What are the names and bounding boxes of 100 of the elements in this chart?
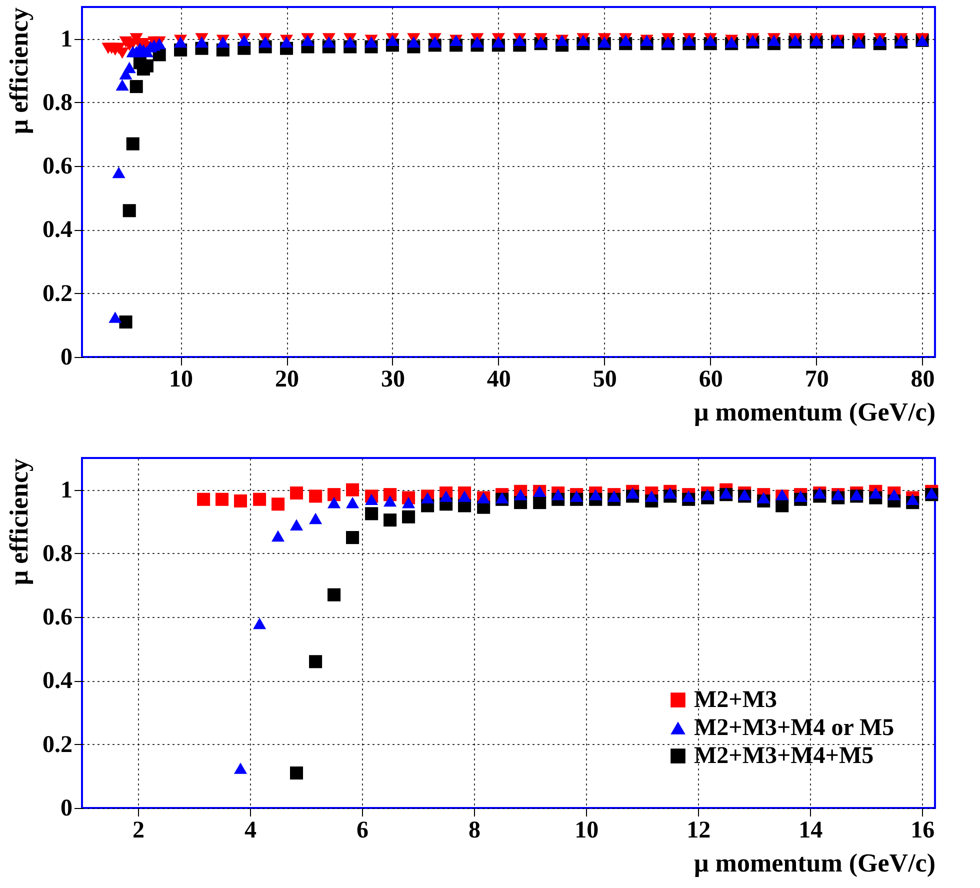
x-tick-label: 10 xyxy=(169,366,194,392)
point xyxy=(608,490,621,502)
point xyxy=(253,618,266,630)
point xyxy=(328,496,341,508)
point xyxy=(421,492,434,504)
point xyxy=(776,488,789,500)
point xyxy=(682,490,696,502)
y-tick-label: 1 xyxy=(60,477,72,504)
point xyxy=(346,496,360,508)
point xyxy=(384,495,397,507)
point xyxy=(645,490,658,502)
x-tick-label: 10 xyxy=(574,818,599,844)
x-tick-label: 2 xyxy=(132,818,145,844)
point xyxy=(661,36,674,48)
point xyxy=(570,490,584,502)
y-axis-title: μ efficiency xyxy=(4,458,34,586)
point xyxy=(290,519,304,530)
point xyxy=(720,487,733,499)
legend-label: M2+M3 xyxy=(694,687,777,713)
point xyxy=(776,499,789,512)
point xyxy=(290,486,304,500)
point xyxy=(272,530,285,542)
point xyxy=(344,36,357,48)
y-tick-label: 0.4 xyxy=(42,217,72,244)
x-tick-label: 6 xyxy=(356,818,369,844)
x-tick-label: 20 xyxy=(275,366,300,392)
point xyxy=(906,494,920,506)
point xyxy=(365,507,378,520)
point xyxy=(428,36,442,48)
point xyxy=(402,496,416,508)
point xyxy=(850,488,864,500)
y-tick-label: 0 xyxy=(60,796,72,822)
point xyxy=(309,655,322,668)
point xyxy=(108,312,122,323)
point xyxy=(794,490,808,502)
y-tick-label: 0.8 xyxy=(42,540,72,567)
y-axis-title: μ efficiency xyxy=(4,8,34,134)
point xyxy=(195,36,208,48)
point xyxy=(514,488,528,500)
y-tick-label: 1 xyxy=(60,26,72,52)
x-tick-label: 70 xyxy=(804,366,829,392)
y-tick-label: 0.2 xyxy=(42,732,72,758)
point xyxy=(119,315,132,329)
y-tick-label: 0.6 xyxy=(42,604,72,631)
point xyxy=(322,36,336,48)
x-tick-label: 60 xyxy=(698,366,723,392)
x-axis-title: μ momentum (GeV/c) xyxy=(694,848,936,878)
point xyxy=(122,204,136,218)
point xyxy=(925,487,938,499)
point xyxy=(384,514,397,527)
point xyxy=(216,492,229,506)
y-tick-label: 0.2 xyxy=(42,280,72,307)
point xyxy=(328,488,341,502)
point xyxy=(309,490,322,503)
point xyxy=(402,510,416,524)
point xyxy=(309,512,322,524)
y-tick-label: 0.4 xyxy=(42,668,72,694)
point xyxy=(869,487,882,499)
point xyxy=(130,80,143,94)
point xyxy=(328,588,341,602)
point xyxy=(589,488,602,500)
y-tick-label: 0.8 xyxy=(42,90,72,116)
y-tick-label: 0 xyxy=(60,344,72,370)
point xyxy=(534,36,548,48)
point xyxy=(470,36,484,48)
point xyxy=(407,36,420,48)
point xyxy=(253,492,266,506)
point xyxy=(197,492,210,506)
point xyxy=(533,496,546,510)
point xyxy=(122,62,136,74)
point xyxy=(126,137,140,150)
point xyxy=(492,36,505,48)
x-tick-label: 8 xyxy=(468,818,481,844)
point xyxy=(458,490,472,502)
x-tick-label: 14 xyxy=(798,818,823,844)
legend-label: M2+M3+M4 or M5 xyxy=(694,715,894,741)
y-tick-label: 0.6 xyxy=(42,154,72,180)
point xyxy=(112,166,126,178)
point xyxy=(234,762,248,774)
x-axis-title: μ momentum (GeV/c) xyxy=(694,398,936,426)
point xyxy=(346,483,360,496)
point xyxy=(272,498,285,511)
point xyxy=(365,494,378,506)
x-tick-label: 4 xyxy=(244,818,257,844)
point xyxy=(738,488,752,500)
x-tick-label: 30 xyxy=(380,366,405,392)
point xyxy=(258,36,272,48)
point xyxy=(290,766,304,780)
point xyxy=(701,488,714,500)
point xyxy=(440,490,453,502)
x-tick-label: 40 xyxy=(486,366,511,392)
x-tick-label: 16 xyxy=(910,818,935,844)
x-tick-label: 12 xyxy=(686,818,711,844)
point xyxy=(626,487,640,499)
point xyxy=(757,492,770,504)
point xyxy=(888,488,901,500)
x-tick-label: 80 xyxy=(910,366,935,392)
point xyxy=(496,492,509,504)
point xyxy=(346,531,360,544)
point xyxy=(552,488,565,500)
